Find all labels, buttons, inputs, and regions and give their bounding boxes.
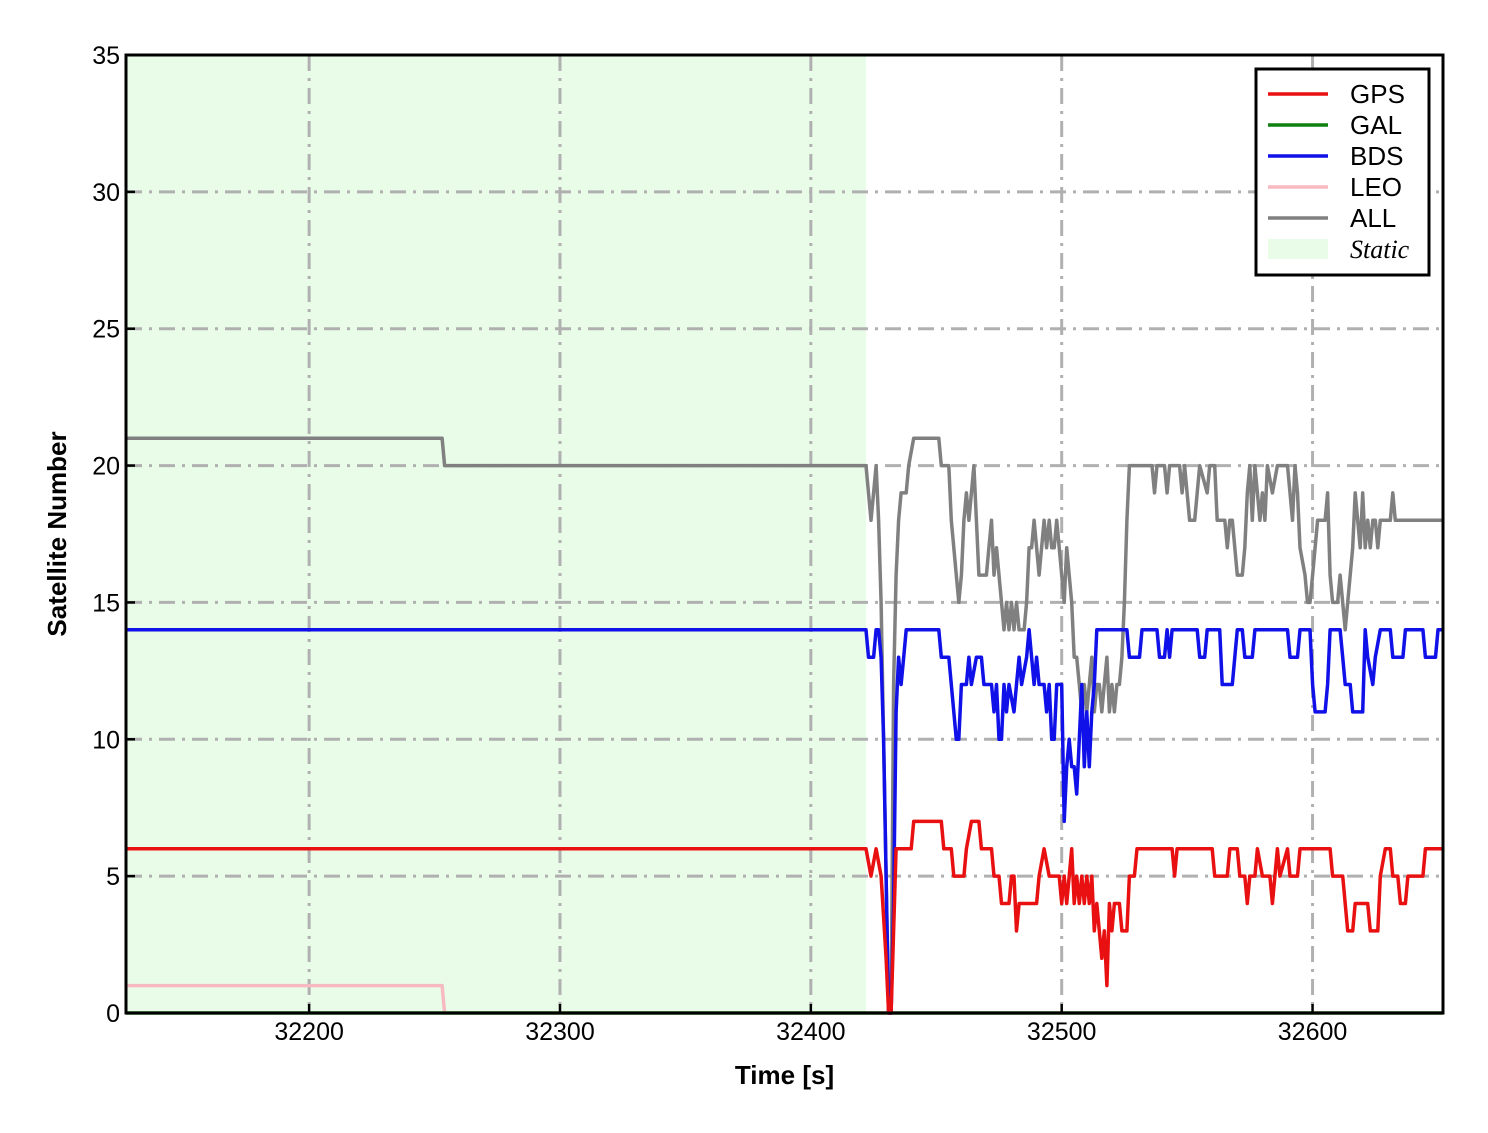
x-tick-label: 32600 [1278,1018,1348,1046]
x-tick-label: 32200 [274,1018,344,1046]
series-line-gps [126,819,1443,1015]
tick-layer: 32200 32300 32400 32500 32600 0 5 10 15 20 25 30 35 [92,42,1347,1046]
legend-label-bds: BDS [1350,141,1403,171]
y-tick-label: 30 [92,179,120,207]
y-tick-label: 20 [92,453,120,481]
legend-label-gps: GPS [1350,79,1405,109]
series-line-bds [126,628,1443,1015]
legend-label-static: Static [1350,235,1410,264]
y-tick-label: 5 [106,863,120,891]
y-tick-label: 0 [106,1000,120,1028]
legend-label-all: ALL [1350,203,1396,233]
legend-label-leo: LEO [1350,172,1402,202]
x-axis-title: Time [s] [735,1060,834,1090]
legend-swatch-static [1268,239,1328,259]
legend-label-gal: GAL [1350,110,1402,140]
x-tick-label: 32400 [776,1018,846,1046]
y-tick-label: 10 [92,726,120,754]
y-tick-label: 15 [92,589,120,617]
static-region [126,55,867,1013]
x-tick-label: 32300 [525,1018,595,1046]
series-line-all [126,436,1443,1015]
y-tick-label: 25 [92,316,120,344]
plot-frame [124,53,1445,1015]
y-axis-title: Satellite Number [42,431,72,636]
y-tick-label: 35 [92,42,120,70]
static-region-layer [126,55,867,1013]
x-tick-label: 32500 [1027,1018,1097,1046]
